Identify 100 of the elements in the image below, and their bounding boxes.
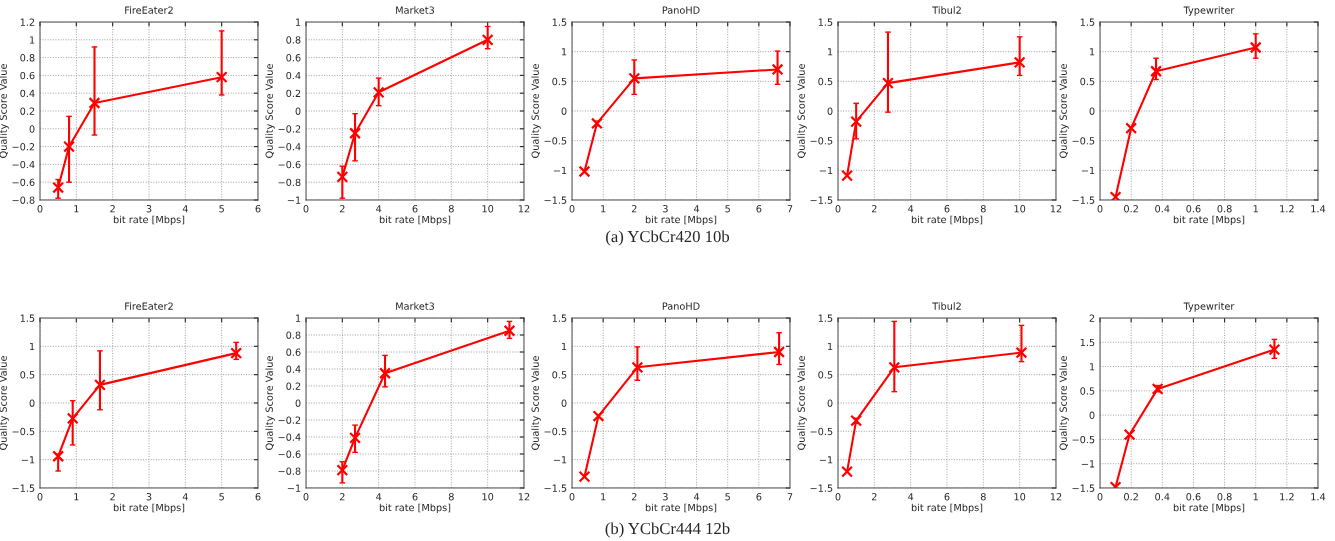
point <box>888 361 901 374</box>
y-tick-label: −0.2 <box>12 143 35 151</box>
point <box>88 97 101 109</box>
point <box>336 170 349 183</box>
x-tick-label: 0.2 <box>1124 205 1138 213</box>
point <box>841 465 854 478</box>
y-tick-label: −0.4 <box>278 433 301 441</box>
point <box>93 378 106 391</box>
y-tick-label: −0.5 <box>544 137 567 145</box>
y-tick-label: 0 <box>295 399 301 407</box>
x-axis-title: bit rate [Mbps] <box>645 503 717 514</box>
x-axis-title: bit rate [Mbps] <box>113 215 185 226</box>
point <box>1013 56 1026 69</box>
y-tick-label: 1.5 <box>818 18 833 26</box>
y-tick-label: −0.8 <box>12 196 35 204</box>
y-tick-label: 1 <box>1090 48 1095 56</box>
x-tick-label: 4 <box>693 205 700 213</box>
x-tick-label: 4 <box>376 493 382 501</box>
x-tick-label: 4 <box>376 205 382 213</box>
x-tick-label: 4 <box>182 205 188 213</box>
x-tick-label: 0.6 <box>1186 205 1201 213</box>
y-tick-label: −0.2 <box>278 125 301 133</box>
x-tick-label: 0.2 <box>1124 493 1138 501</box>
point <box>230 347 243 360</box>
y-tick-label: −0.8 <box>278 178 301 187</box>
x-tick-label: 1.4 <box>1311 205 1326 213</box>
y-tick-label: 1 <box>1090 363 1095 371</box>
point <box>66 412 79 425</box>
x-tick-label: 0.6 <box>1186 493 1201 501</box>
y-tick-label: 0 <box>1089 411 1095 419</box>
point <box>628 72 641 85</box>
y-tick-label: 0 <box>29 399 35 407</box>
chart-title: Tibul2 <box>932 302 961 310</box>
y-tick-label: −0.6 <box>278 450 301 458</box>
x-tick-label: 2 <box>339 205 345 213</box>
point <box>503 324 516 337</box>
y-tick-label: −1 <box>553 456 567 464</box>
x-tick-label: 6 <box>255 205 261 213</box>
y-tick-label: −0.4 <box>12 160 35 169</box>
y-tick-label: −1 <box>819 166 833 175</box>
x-tick-label: 12 <box>1050 493 1062 501</box>
y-tick-label: −1.5 <box>544 484 567 492</box>
x-tick-label: 3 <box>663 205 668 213</box>
x-tick-label: 0 <box>37 205 43 213</box>
y-tick-label: −0.6 <box>278 160 301 169</box>
chart-title: FireEater2 <box>125 302 173 310</box>
x-tick-label: 0.8 <box>1217 493 1232 501</box>
x-axis-title: bit rate [Mbps] <box>911 215 983 226</box>
x-axis-title: bit rate [Mbps] <box>1173 215 1245 226</box>
y-tick-label: −1 <box>819 456 833 464</box>
y-tick-label: 0.8 <box>286 331 301 339</box>
chart-title: PanoHD <box>662 6 700 14</box>
x-tick-label: 0 <box>303 493 309 501</box>
x-tick-label: 0.4 <box>1155 493 1170 501</box>
x-tick-label: 12 <box>518 493 530 501</box>
y-tick-label: −0.4 <box>278 143 301 151</box>
x-tick-label: 2 <box>631 493 637 501</box>
x-axis-title: bit rate [Mbps] <box>911 503 983 514</box>
x-tick-label: 0 <box>1097 493 1103 501</box>
y-axis-title: Quality Score Value <box>797 356 807 450</box>
y-axis-title: Quality Score Value <box>0 64 9 158</box>
y-tick-label: 0.2 <box>286 382 301 390</box>
x-tick-label: 12 <box>518 205 530 213</box>
point <box>481 33 494 46</box>
y-tick-label: 0.6 <box>286 348 301 356</box>
y-tick-label: −0.8 <box>278 467 301 475</box>
y-tick-label: 0 <box>295 107 301 115</box>
x-tick-label: 2 <box>871 205 877 213</box>
x-tick-label: 0 <box>37 493 43 501</box>
y-tick-label: 0 <box>827 399 833 407</box>
y-tick-label: −1 <box>553 166 567 175</box>
y-tick-label: −0.5 <box>1072 435 1095 444</box>
x-tick-label: 4 <box>908 205 914 213</box>
x-tick-label: 1 <box>1253 493 1258 501</box>
y-tick-label: −1 <box>287 484 301 492</box>
x-tick-label: 0 <box>569 205 575 213</box>
x-tick-label: 8 <box>448 493 454 501</box>
y-tick-label: 0.4 <box>20 89 35 98</box>
x-tick-label: 6 <box>944 493 950 501</box>
y-axis-title: Quality Score Value <box>531 64 541 158</box>
point <box>336 464 349 477</box>
x-tick-label: 6 <box>756 205 762 213</box>
point <box>349 431 362 444</box>
x-tick-label: 7 <box>787 205 793 213</box>
y-tick-label: 2 <box>1089 314 1095 322</box>
x-tick-label: 2 <box>339 493 345 501</box>
y-tick-label: 0.6 <box>286 54 301 62</box>
point <box>349 127 362 140</box>
x-axis-title: bit rate [Mbps] <box>379 215 451 226</box>
x-tick-label: 5 <box>725 493 730 501</box>
y-tick-label: 1 <box>30 342 35 351</box>
y-tick-label: −0.2 <box>278 416 301 424</box>
y-axis-title: Quality Score Value <box>1059 64 1069 158</box>
x-tick-label: 1 <box>1253 205 1258 213</box>
x-tick-label: 8 <box>448 205 454 213</box>
y-tick-label: −1.5 <box>1072 484 1095 492</box>
x-tick-label: 0.8 <box>1217 205 1232 213</box>
chart-title: Typewriter <box>1183 6 1235 16</box>
y-tick-label: 0.5 <box>20 371 35 379</box>
x-tick-label: 10 <box>482 493 494 501</box>
